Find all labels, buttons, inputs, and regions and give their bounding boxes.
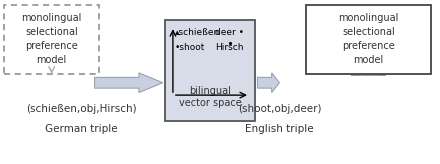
Text: Hirsch: Hirsch [215,43,243,52]
Polygon shape [351,74,386,75]
FancyBboxPatch shape [306,5,431,74]
Text: (shoot,obj,deer): (shoot,obj,deer) [238,104,321,114]
Text: (schießen,obj,Hirsch): (schießen,obj,Hirsch) [26,104,137,114]
FancyBboxPatch shape [165,20,255,121]
Polygon shape [257,73,279,92]
Text: German triple: German triple [45,124,118,134]
Text: deer •: deer • [215,28,244,37]
Text: English triple: English triple [245,124,314,134]
Text: bilingual
vector space: bilingual vector space [179,86,242,108]
FancyBboxPatch shape [4,5,99,74]
Polygon shape [95,73,163,92]
Text: •shoot: •shoot [175,43,205,52]
Text: monolingual
selectional
preference
model: monolingual selectional preference model [338,13,399,65]
Text: ▴schießen: ▴schießen [175,28,220,37]
Text: monolingual
selectional
preference
model: monolingual selectional preference model [22,13,82,65]
